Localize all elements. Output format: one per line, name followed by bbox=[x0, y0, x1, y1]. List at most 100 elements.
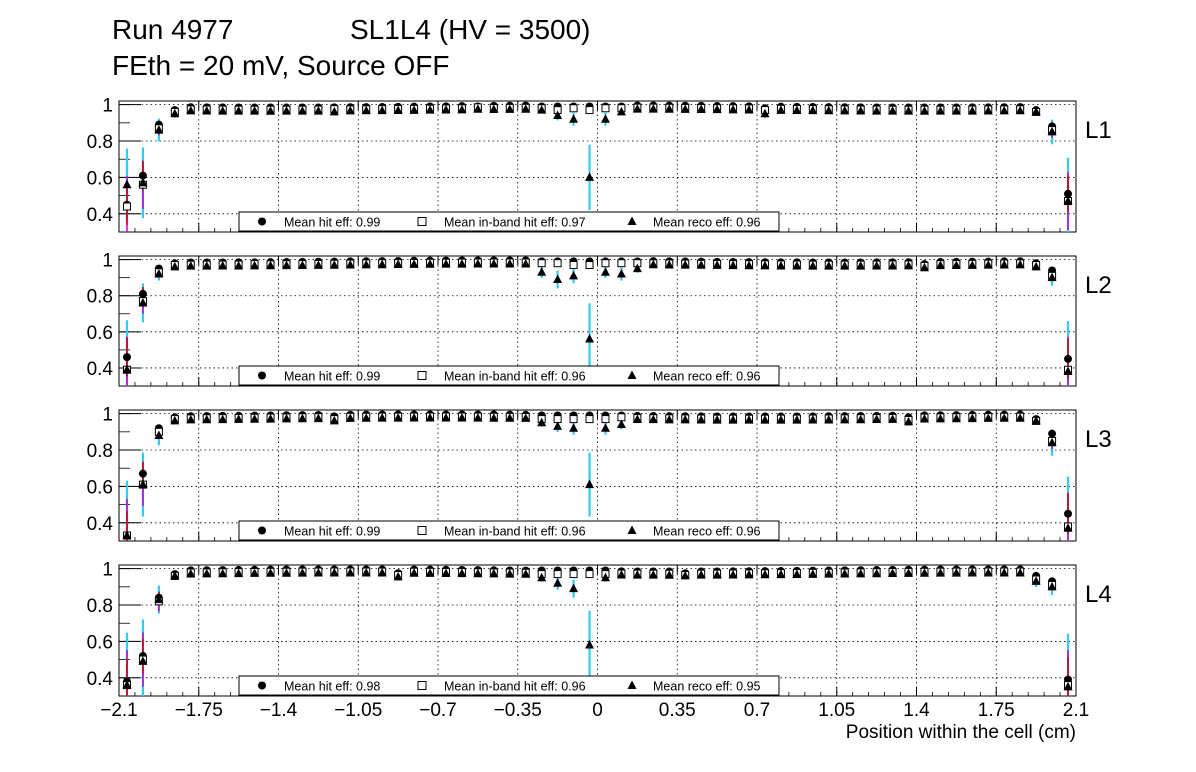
reco-marker bbox=[1063, 523, 1073, 532]
reco-marker bbox=[377, 259, 387, 269]
reco-marker bbox=[202, 568, 212, 578]
reco-marker bbox=[840, 414, 850, 424]
reco-marker bbox=[218, 568, 228, 578]
layer-label: L1 bbox=[1085, 117, 1112, 144]
reco-marker bbox=[776, 569, 786, 579]
reco-marker bbox=[202, 261, 212, 270]
reco-marker bbox=[856, 105, 866, 115]
reco-marker bbox=[473, 259, 483, 268]
legend-hit-label: Mean hit eff: 0.99 bbox=[284, 216, 380, 230]
hit-marker bbox=[138, 171, 147, 180]
reco-marker bbox=[919, 568, 929, 577]
x-tick-label: 2.1 bbox=[1063, 700, 1089, 721]
reco-marker bbox=[600, 267, 610, 276]
reco-marker bbox=[840, 261, 850, 270]
reco-marker bbox=[776, 260, 786, 270]
reco-marker bbox=[983, 568, 993, 577]
legend-box bbox=[238, 675, 780, 696]
reco-marker bbox=[728, 570, 738, 579]
legend-box bbox=[238, 365, 780, 386]
reco-marker bbox=[904, 568, 914, 577]
reco-marker bbox=[250, 568, 260, 577]
reco-marker bbox=[186, 261, 196, 270]
reco-marker bbox=[1031, 576, 1041, 585]
reco-marker bbox=[313, 568, 323, 577]
reco-marker bbox=[776, 105, 786, 114]
reco-marker bbox=[297, 413, 307, 423]
reco-marker bbox=[1047, 437, 1057, 447]
reco-marker bbox=[808, 569, 818, 578]
reco-marker bbox=[951, 413, 961, 423]
reco-marker bbox=[505, 413, 515, 422]
reco-marker bbox=[776, 415, 786, 424]
reco-marker bbox=[569, 270, 579, 280]
reco-marker bbox=[313, 260, 323, 269]
reco-marker bbox=[393, 259, 403, 269]
reco-marker bbox=[728, 415, 738, 424]
reco-marker bbox=[904, 416, 914, 426]
hit-marker bbox=[1064, 189, 1073, 198]
reco-marker bbox=[680, 260, 690, 269]
reco-marker bbox=[329, 568, 339, 577]
x-tick-label: 1.75 bbox=[978, 700, 1015, 721]
legend-reco-label: Mean reco eff: 0.96 bbox=[653, 525, 761, 539]
panel-l1: 0.4 0.6 0.8 1 L1 Mean hit eff: 0.99 Mean in-ba… bbox=[87, 96, 1112, 233]
reco-marker bbox=[234, 260, 244, 270]
reco-marker bbox=[648, 104, 658, 113]
reco-marker bbox=[186, 569, 196, 578]
reco-marker bbox=[202, 105, 212, 115]
reco-marker bbox=[856, 568, 866, 578]
reco-marker bbox=[616, 419, 626, 429]
reco-marker bbox=[872, 261, 882, 270]
reco-marker bbox=[521, 104, 531, 113]
reco-marker bbox=[585, 334, 595, 343]
reco-marker bbox=[951, 106, 961, 115]
reco-marker bbox=[632, 414, 642, 424]
reco-marker bbox=[505, 258, 515, 268]
reco-marker bbox=[377, 105, 387, 115]
y-tick-label: 0.8 bbox=[87, 596, 113, 617]
reco-marker bbox=[297, 260, 307, 270]
reco-marker bbox=[521, 413, 531, 422]
x-tick-label: 1.05 bbox=[818, 700, 855, 721]
reco-marker bbox=[218, 106, 228, 115]
reco-marker bbox=[234, 568, 244, 578]
y-tick-label: 0.6 bbox=[87, 323, 113, 344]
reco-marker bbox=[393, 413, 403, 422]
reco-marker bbox=[664, 104, 674, 113]
reco-marker bbox=[537, 417, 547, 427]
reco-marker bbox=[377, 413, 387, 422]
layer-label: L4 bbox=[1085, 581, 1112, 608]
reco-marker bbox=[1015, 413, 1025, 422]
reco-marker bbox=[999, 260, 1009, 269]
inband-marker bbox=[585, 415, 594, 424]
y-tick-label: 0.8 bbox=[87, 441, 113, 462]
reco-marker bbox=[505, 104, 515, 113]
reco-marker bbox=[648, 570, 658, 579]
reco-marker bbox=[441, 568, 451, 577]
legend-hit-label: Mean hit eff: 0.99 bbox=[284, 525, 380, 539]
reco-marker bbox=[824, 569, 834, 578]
reco-marker bbox=[553, 274, 563, 283]
legend-inband-marker bbox=[417, 681, 427, 690]
reco-marker bbox=[569, 114, 579, 123]
reco-marker bbox=[170, 261, 180, 271]
reco-marker bbox=[792, 105, 802, 114]
reco-marker bbox=[808, 105, 818, 115]
reco-marker bbox=[537, 572, 547, 582]
x-axis-label: Position within the cell (cm) bbox=[846, 722, 1076, 743]
legend-inband-label: Mean in-band hit eff: 0.96 bbox=[444, 525, 586, 539]
reco-marker bbox=[1031, 415, 1041, 425]
reco-marker bbox=[872, 568, 882, 578]
reco-marker bbox=[345, 260, 355, 269]
reco-marker bbox=[218, 261, 228, 270]
reco-marker bbox=[967, 106, 977, 115]
legend-inband-label: Mean in-band hit eff: 0.96 bbox=[444, 370, 586, 384]
reco-marker bbox=[297, 106, 307, 115]
reco-marker bbox=[266, 568, 276, 577]
reco-marker bbox=[872, 414, 882, 424]
reco-marker bbox=[696, 104, 706, 114]
x-tick-label: 0.35 bbox=[659, 700, 696, 721]
inband-marker bbox=[585, 261, 594, 270]
inband-marker bbox=[617, 259, 626, 268]
